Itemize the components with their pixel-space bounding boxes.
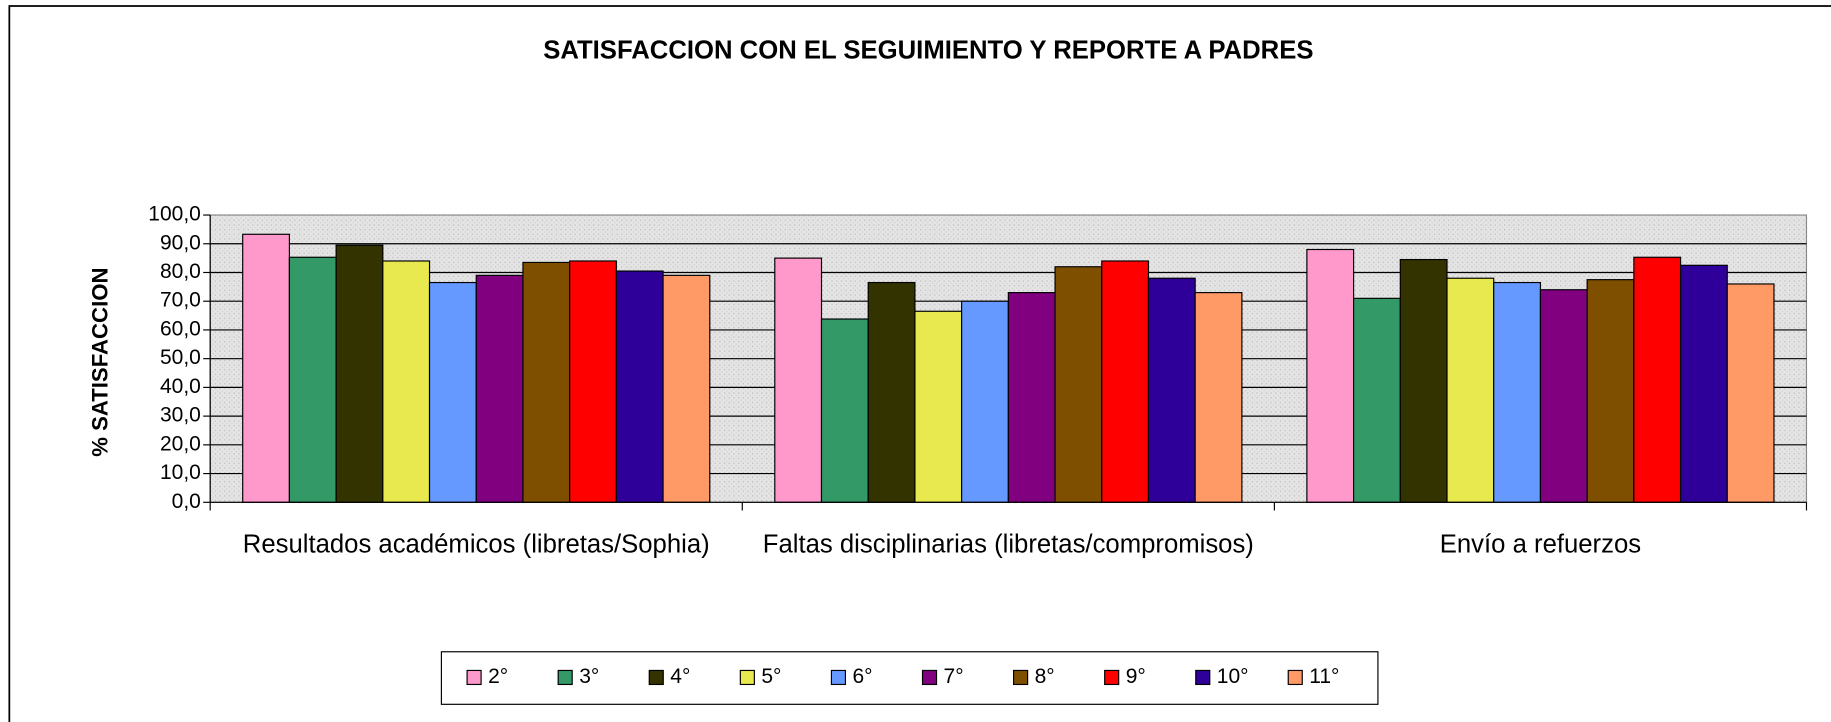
- x-tick-label: Resultados académicos (libretas/Sophia): [243, 530, 710, 558]
- legend-label: 6°: [852, 665, 872, 688]
- bar: [1399, 258, 1448, 503]
- bar: [1054, 266, 1103, 503]
- y-tick-label: 60,0: [160, 317, 201, 340]
- bar: [1194, 292, 1243, 503]
- bar: [662, 274, 711, 503]
- bar: [1446, 277, 1495, 503]
- y-tick-label: 100,0: [148, 203, 201, 226]
- legend-label: 5°: [761, 665, 781, 688]
- legend-swatch: [1013, 669, 1029, 686]
- legend-label: 4°: [670, 665, 690, 688]
- bar: [522, 261, 571, 503]
- bar: [288, 256, 337, 503]
- bar: [1726, 283, 1775, 503]
- bar: [1539, 289, 1588, 503]
- chart-title: SATISFACCION CON EL SEGUIMIENTO Y REPORT…: [543, 36, 1313, 64]
- bar: [961, 300, 1009, 503]
- bar: [820, 318, 869, 503]
- bar: [1353, 297, 1401, 503]
- bar: [428, 281, 477, 503]
- y-tick-label: 10,0: [160, 461, 201, 484]
- y-tick-label: 80,0: [160, 260, 201, 283]
- x-tick-label: Envío a refuerzos: [1440, 530, 1641, 558]
- bar: [242, 233, 290, 503]
- bar: [914, 310, 963, 503]
- bar: [1679, 264, 1728, 503]
- y-tick-label: 30,0: [160, 404, 201, 427]
- bar: [1586, 279, 1635, 503]
- legend-swatch: [921, 669, 938, 686]
- y-tick-label: 0,0: [172, 490, 201, 513]
- legend-swatch: [739, 669, 755, 686]
- legend-swatch: [1104, 669, 1120, 686]
- bar: [1306, 248, 1355, 503]
- bar: [569, 260, 617, 503]
- legend-swatch: [830, 669, 847, 686]
- legend-swatch: [648, 669, 664, 686]
- y-tick-label: 90,0: [160, 231, 201, 254]
- legend-label: 7°: [944, 665, 964, 688]
- bar: [774, 257, 823, 503]
- bar: [335, 244, 384, 503]
- legend-swatch: [1287, 669, 1303, 686]
- legend-label: 9°: [1126, 665, 1146, 688]
- bar: [1007, 292, 1056, 503]
- y-axis-label: % SATISFACCION: [87, 268, 112, 457]
- bar: [1101, 260, 1150, 503]
- bar: [1633, 256, 1682, 503]
- bar: [382, 260, 431, 503]
- legend-label: 8°: [1035, 665, 1055, 688]
- legend-swatch: [557, 669, 573, 686]
- bar: [1147, 277, 1196, 503]
- y-tick-label: 20,0: [160, 432, 201, 455]
- legend-box: [440, 651, 1379, 705]
- y-tick-label: 50,0: [160, 346, 201, 369]
- x-tick-label: Faltas disciplinarias (libretas/compromi…: [763, 530, 1254, 558]
- legend-label: 10°: [1217, 665, 1249, 688]
- legend-label: 2°: [488, 665, 508, 688]
- y-tick-label: 70,0: [160, 289, 201, 312]
- y-tick-label: 40,0: [160, 375, 201, 398]
- bar: [1493, 281, 1542, 503]
- bar: [475, 274, 524, 503]
- legend-label: 11°: [1309, 665, 1339, 688]
- legend-swatch: [1195, 669, 1211, 686]
- bar: [615, 270, 664, 503]
- legend-label: 3°: [579, 665, 599, 688]
- bar: [867, 281, 916, 503]
- legend-swatch: [466, 669, 482, 686]
